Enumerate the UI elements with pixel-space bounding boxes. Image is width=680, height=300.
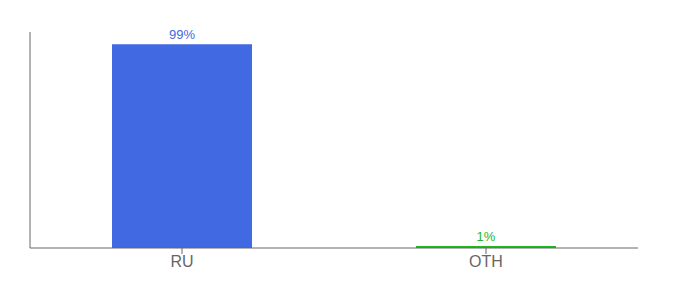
svg-text:OTH: OTH <box>469 253 503 270</box>
svg-text:99%: 99% <box>169 27 195 42</box>
svg-text:1%: 1% <box>477 229 496 244</box>
svg-text:RU: RU <box>170 253 193 270</box>
